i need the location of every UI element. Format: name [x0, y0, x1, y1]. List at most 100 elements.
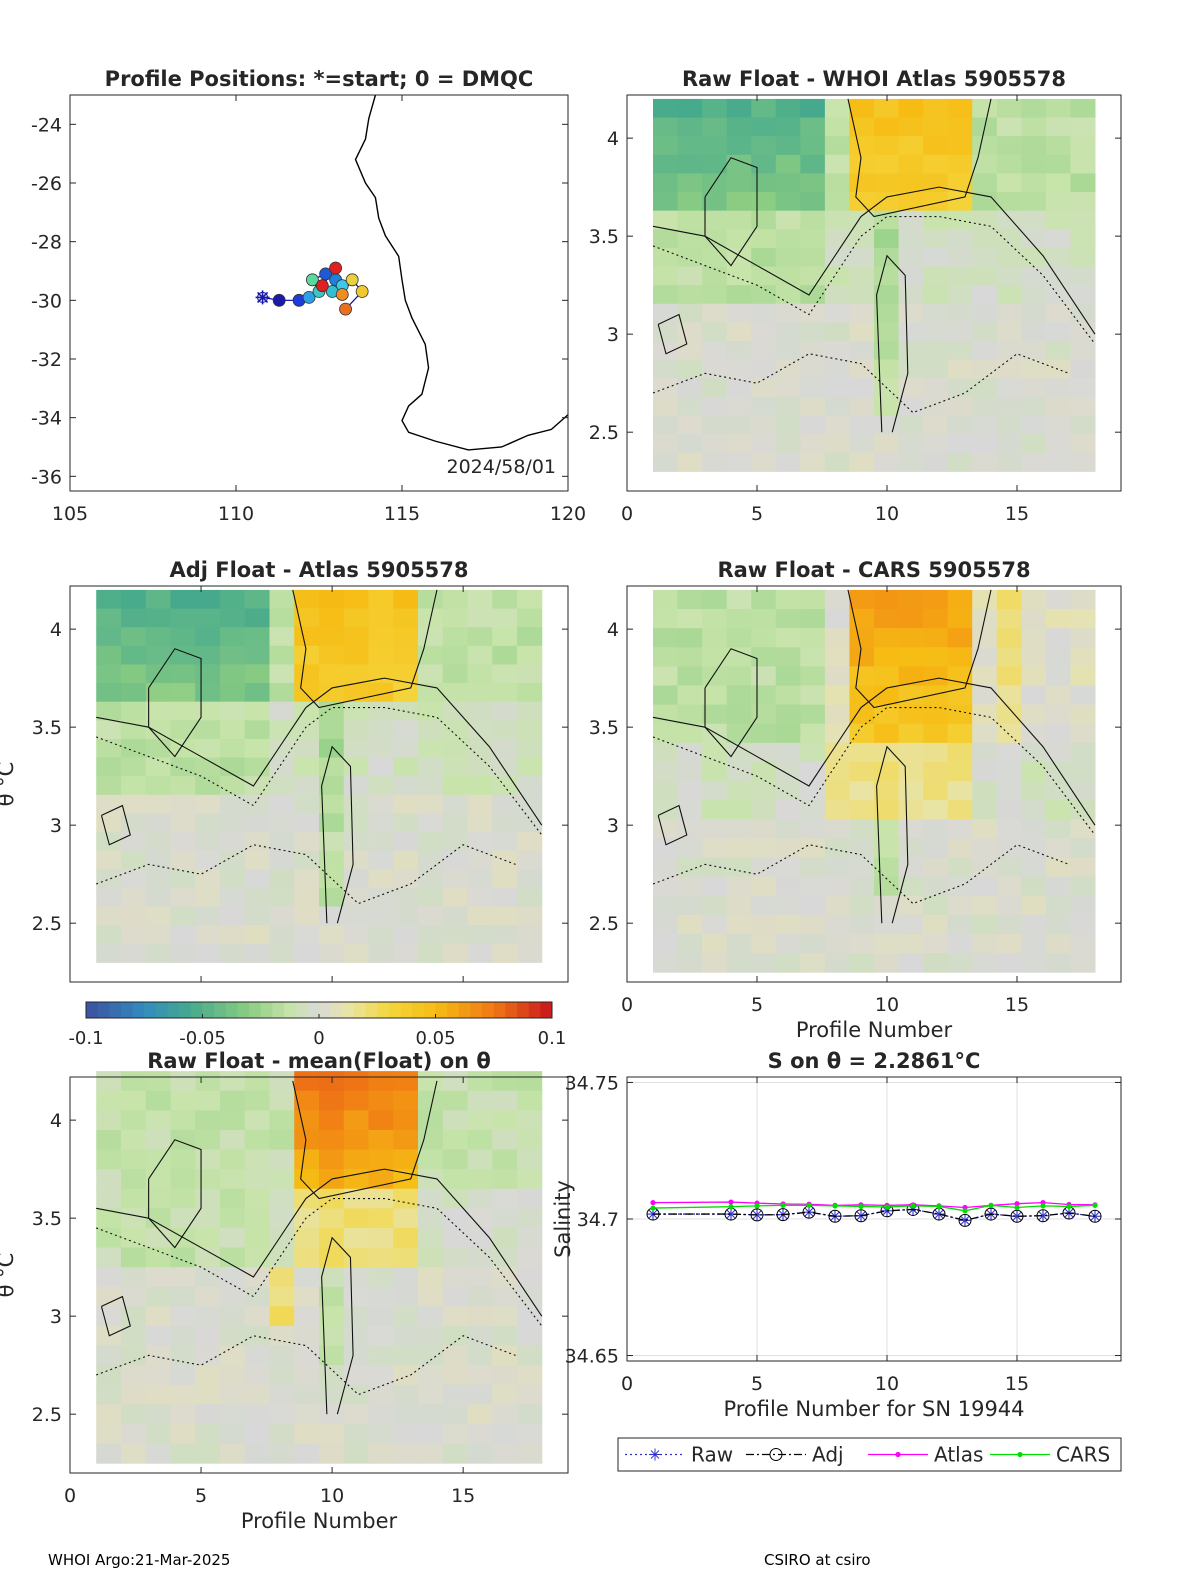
heatmap-cell — [393, 589, 419, 610]
heatmap-cell — [195, 943, 221, 963]
colorbar-segment — [109, 1002, 122, 1018]
heatmap-cell — [492, 1129, 518, 1151]
heatmap-cell — [726, 378, 752, 398]
heatmap-cell — [343, 1384, 370, 1405]
legend-label-adj: Adj — [812, 1443, 844, 1467]
heatmap-cell — [726, 723, 752, 744]
heatmap-cell — [800, 685, 826, 706]
heatmap-cell — [170, 645, 196, 665]
heatmap-cell — [653, 303, 679, 323]
heatmap-cell — [849, 800, 875, 820]
heatmap-cell — [677, 589, 703, 610]
heatmap-cell — [972, 781, 998, 801]
heatmap-cell — [343, 664, 370, 684]
heatmap-cell — [343, 1345, 370, 1366]
y-tick-label-0: 2.5 — [32, 913, 62, 935]
star-stroke — [650, 1450, 660, 1459]
heatmap-cell — [947, 609, 973, 629]
heatmap-cell — [492, 1110, 518, 1131]
heatmap-cell — [244, 943, 270, 963]
heatmap-cell — [972, 628, 998, 648]
heatmap-cell — [947, 914, 973, 935]
heatmap-cell — [898, 628, 924, 648]
heatmap-cell — [996, 819, 1022, 839]
colorbar-segment — [190, 1002, 203, 1018]
heatmap-cell — [145, 1110, 171, 1131]
heatmap-cell — [677, 210, 703, 230]
heatmap-cell — [874, 192, 900, 212]
heatmap-cell — [800, 378, 826, 398]
heatmap-cell — [368, 701, 394, 721]
heatmap-cell — [517, 813, 543, 833]
heatmap-cell — [170, 943, 196, 963]
heatmap-cell — [1045, 628, 1071, 648]
heatmap-cell — [751, 136, 777, 156]
heatmap-cell — [170, 1286, 196, 1307]
heatmap-cell — [517, 1443, 543, 1464]
heatmap-cell — [726, 838, 752, 859]
y-tick-label-3: 4 — [607, 619, 619, 641]
heatmap-cell — [269, 1365, 295, 1386]
heatmap-cell — [517, 1188, 543, 1209]
heatmap-cell — [219, 1247, 246, 1268]
heatmap-cell — [145, 1227, 171, 1249]
heatmap-cell — [269, 1169, 295, 1190]
heatmap-cell — [517, 794, 543, 814]
heatmap-cell — [269, 1149, 295, 1170]
heatmap-cell — [319, 627, 345, 647]
heatmap-cell — [1045, 322, 1071, 342]
heatmap-cell — [874, 229, 900, 249]
heatmap-cell — [1070, 704, 1096, 725]
heatmap-cell — [702, 359, 728, 379]
heatmap-cell — [195, 776, 221, 796]
heatmap-cell — [677, 914, 703, 935]
heatmap-cell — [849, 628, 875, 648]
heatmap-cell — [219, 906, 246, 926]
heatmap-cell — [751, 452, 777, 472]
heatmap-cell — [996, 341, 1022, 361]
heatmap-cell — [653, 666, 679, 686]
heatmap-cell — [898, 266, 924, 286]
heatmap-cell — [120, 664, 147, 684]
heatmap-cell — [996, 781, 1022, 801]
heatmap-cell — [751, 434, 777, 454]
contour-solid-1 — [652, 677, 1096, 826]
heatmap-cell — [874, 800, 900, 820]
heatmap-cell — [800, 628, 826, 648]
series-line-adj — [653, 1208, 1096, 1222]
heatmap-cell — [319, 925, 345, 945]
heatmap-cell — [775, 914, 801, 935]
heatmap-cell — [923, 895, 949, 916]
heatmap-cell — [1045, 914, 1071, 935]
heatmap-cell — [923, 285, 949, 305]
contour-solid-5 — [657, 804, 688, 846]
y-tick-label-1: 3 — [607, 324, 619, 346]
heatmap-cell — [800, 742, 826, 763]
heatmap-cell — [418, 1071, 444, 1092]
heatmap-cell — [120, 1306, 147, 1327]
heatmap-cell — [368, 1071, 394, 1092]
heatmap-cell — [824, 666, 850, 686]
heatmap-cell — [702, 589, 728, 610]
heatmap-cell — [467, 608, 493, 628]
heatmap-cell — [726, 173, 752, 193]
heatmap-cell — [702, 628, 728, 648]
heatmap-cell — [442, 943, 469, 963]
heatmap-cell — [751, 359, 777, 379]
heatmap-cell — [170, 1267, 196, 1288]
contour-dotted-2 — [652, 844, 1070, 905]
heatmap-cell — [677, 761, 703, 782]
heatmap-cell — [170, 1149, 196, 1170]
data-point-cars — [780, 1202, 786, 1208]
heatmap-cell — [849, 742, 875, 763]
heatmap-cell — [219, 1110, 246, 1131]
heatmap-cell — [492, 869, 518, 889]
heatmap-cell — [517, 869, 543, 889]
heatmap-cell — [368, 757, 394, 777]
heatmap-cell — [653, 589, 679, 610]
heatmap-cell — [996, 117, 1022, 137]
heatmap-cell — [996, 953, 1022, 973]
heatmap-cell — [195, 1423, 221, 1445]
contour-dotted-1 — [652, 706, 1096, 836]
heatmap-cell — [726, 933, 752, 954]
